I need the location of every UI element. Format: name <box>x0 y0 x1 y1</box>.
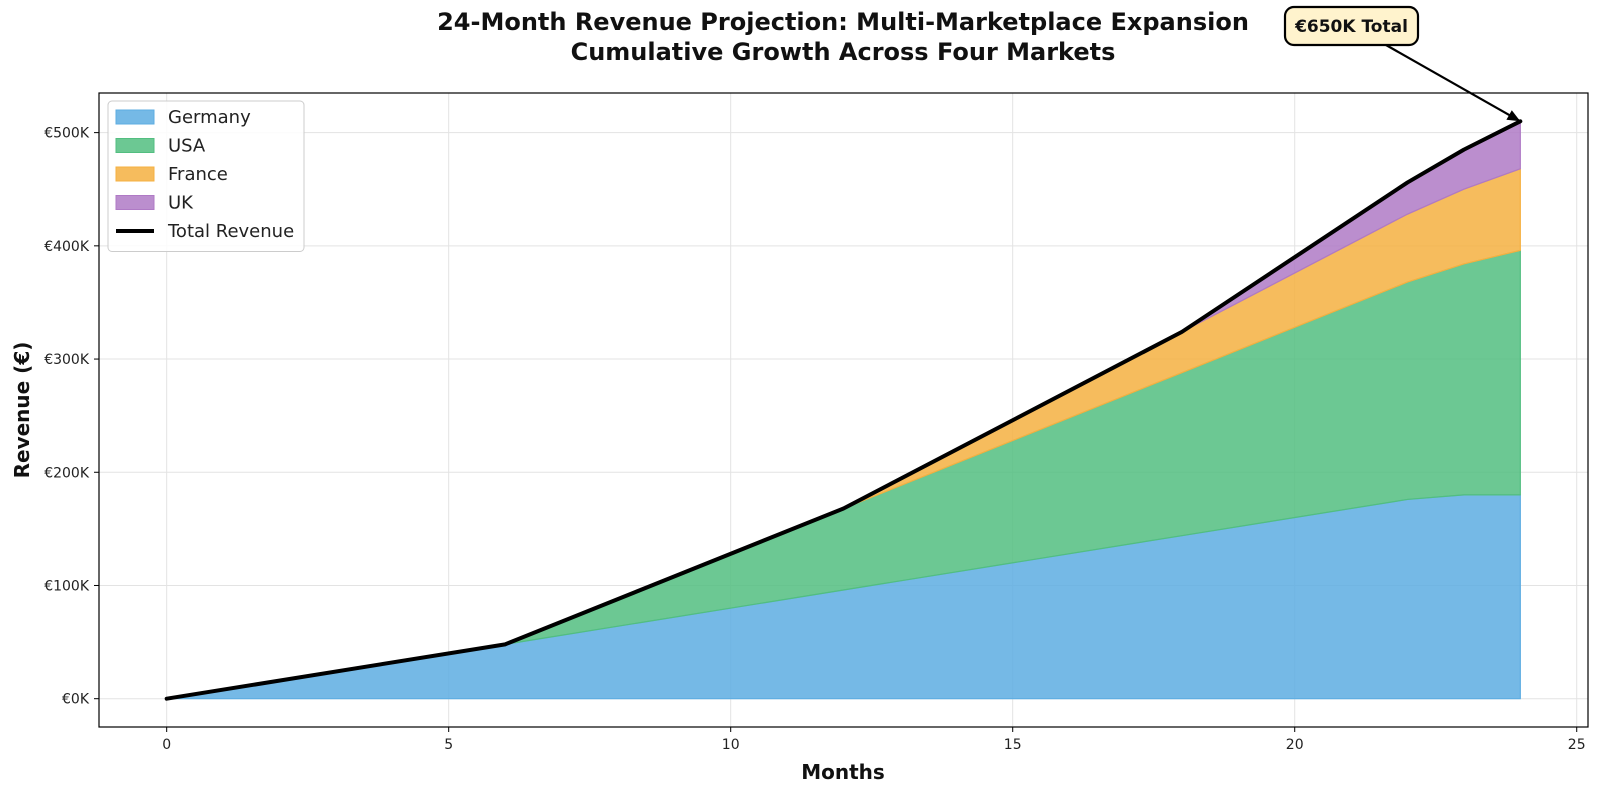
plot-frame <box>98 92 1589 728</box>
x-axis-label: Months <box>801 760 885 784</box>
legend-swatch-germany <box>115 109 155 125</box>
annotation-box <box>1283 5 1420 47</box>
chart-title: 24-Month Revenue Projection: Multi-Marke… <box>437 8 1249 36</box>
total-revenue-line <box>164 119 1523 701</box>
y-tick-label: €500K <box>44 126 90 142</box>
x-tick-label: 10 <box>722 737 740 753</box>
legend-label: UK <box>168 193 194 214</box>
annotation-label: €650K Total <box>1294 17 1408 37</box>
stacked-areas <box>166 120 1521 700</box>
legend-swatch-france <box>115 166 155 182</box>
y-tick-label: €300K <box>44 352 90 368</box>
x-tick-label: 5 <box>444 737 453 753</box>
legend-box <box>107 100 305 252</box>
x-tick-label: 0 <box>162 737 171 753</box>
legend-label: USA <box>168 136 206 157</box>
x-tick-label: 20 <box>1286 737 1304 753</box>
axis-ticks: 0 5 10 15 20 25 €0K €100K €200K €300K €400K €500K <box>44 126 1585 753</box>
y-tick-label: €100K <box>44 578 90 594</box>
legend: Germany USA France UK Total Revenue <box>107 100 305 252</box>
legend-label: Germany <box>168 107 251 128</box>
y-tick-label: €200K <box>44 465 90 481</box>
total-line-layer <box>164 119 1523 701</box>
chart-subtitle: Cumulative Growth Across Four Markets <box>571 38 1116 66</box>
legend-swatch-uk <box>115 195 155 210</box>
legend-label: Total Revenue <box>167 221 294 242</box>
annotation-arrow <box>1385 44 1521 123</box>
y-axis-label: Revenue (€) <box>10 342 34 479</box>
annotation: €650K Total <box>1283 5 1521 123</box>
legend-swatch-usa <box>115 138 155 153</box>
x-tick-label: 15 <box>1004 737 1022 753</box>
y-tick-label: €0K <box>62 692 90 708</box>
x-tick-label: 25 <box>1568 737 1586 753</box>
annotation-arrowhead <box>1506 110 1521 122</box>
y-tick-label: €400K <box>44 239 90 255</box>
legend-label: France <box>168 164 228 185</box>
